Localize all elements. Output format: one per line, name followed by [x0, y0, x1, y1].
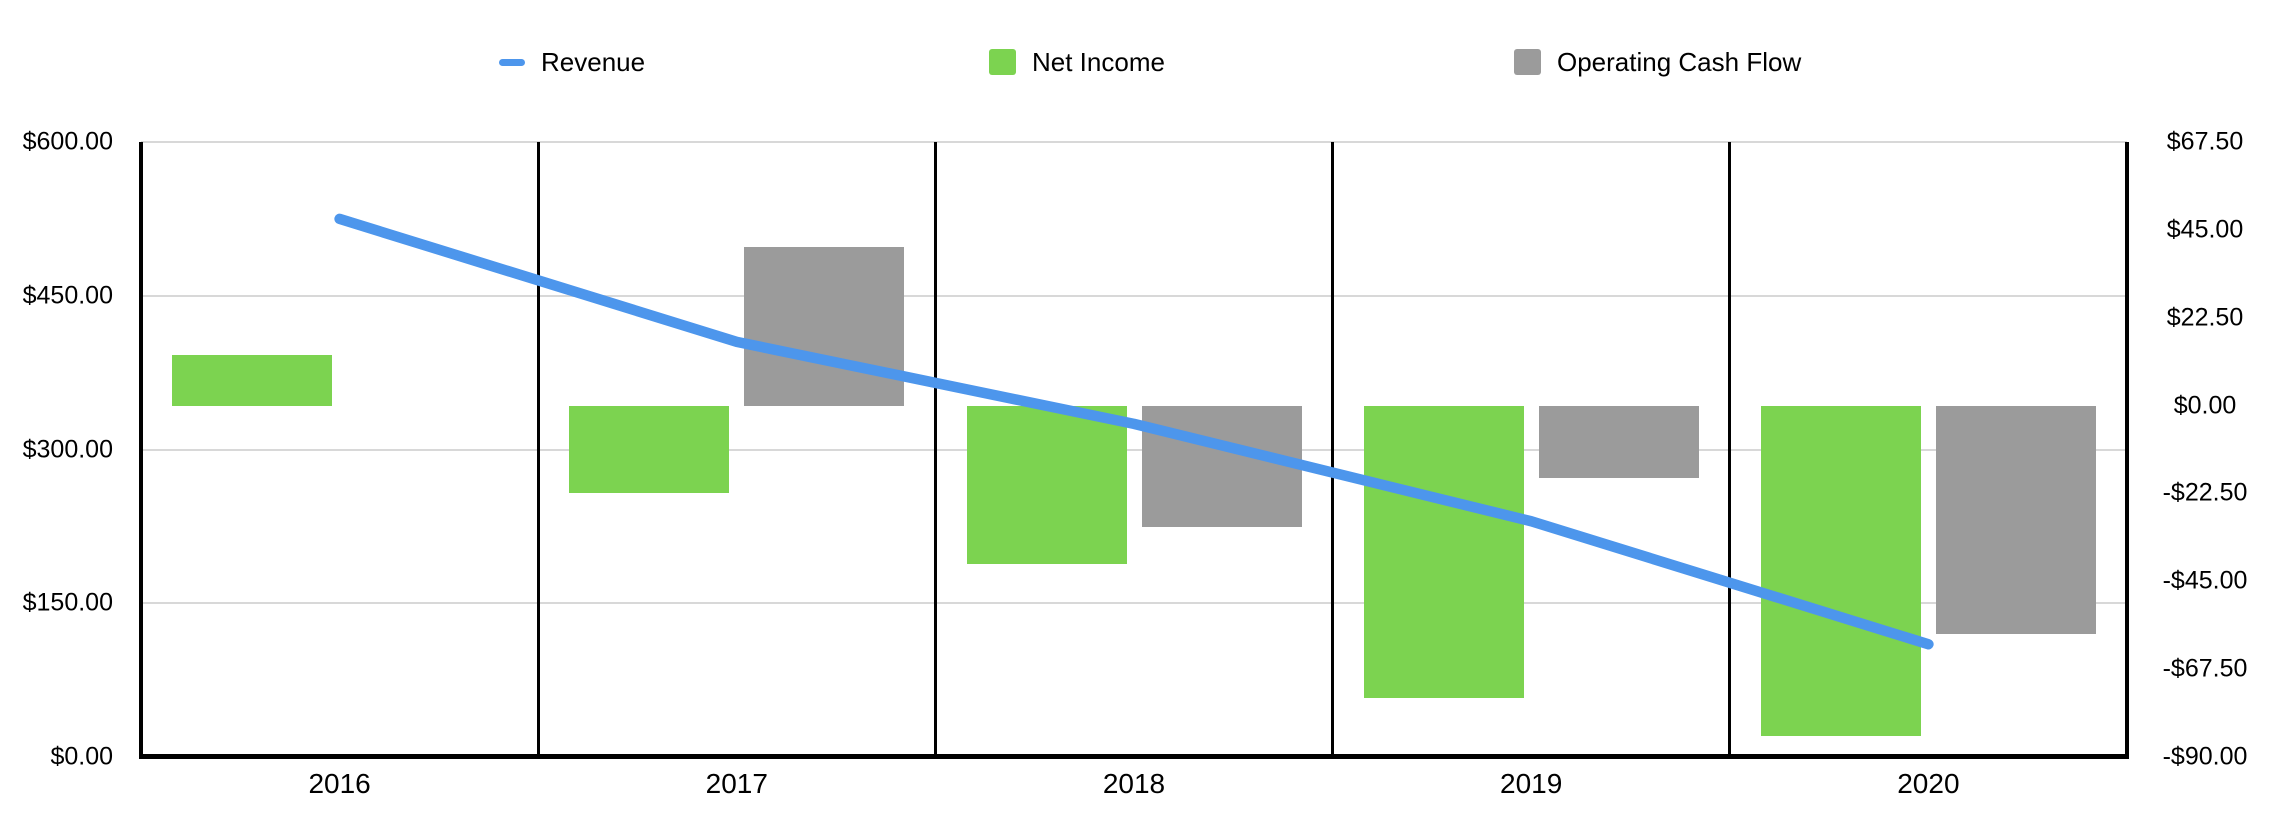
- left-axis-line: [139, 142, 143, 757]
- left-tick-300: $300.00: [22, 435, 113, 463]
- legend-item-operating-cash-flow[interactable]: Operating Cash Flow: [1514, 49, 1801, 75]
- x-label-2020: 2020: [1897, 768, 1960, 799]
- category-divider: [1331, 142, 1335, 757]
- operating-cash-flow-bar-2017[interactable]: [744, 247, 905, 406]
- gridline-150: [141, 602, 2127, 605]
- legend-item-revenue[interactable]: Revenue: [499, 49, 645, 75]
- left-tick-0: $0.00: [50, 742, 113, 771]
- net-income-swatch: [989, 49, 1016, 75]
- x-label-2018: 2018: [1102, 768, 1166, 799]
- category-divider: [1728, 142, 1732, 757]
- left-tick-600: $600.00: [22, 127, 113, 156]
- operating-cash-flow-bar-2020[interactable]: [1935, 405, 2096, 634]
- right-tick--22.5: -$22.50: [2162, 478, 2248, 507]
- operating-cash-flow-bar-2018[interactable]: [1141, 405, 1302, 527]
- operating-cash-flow-swatch: [1514, 49, 1541, 75]
- legend-label-revenue: Revenue: [541, 47, 646, 77]
- right-tick--90: -$90.00: [2162, 742, 2248, 771]
- gridline-300: [141, 448, 2127, 451]
- net-income-bar-2020[interactable]: [1760, 405, 1921, 736]
- revenue-line-swatch: [499, 58, 525, 66]
- net-income-bar-2018[interactable]: [966, 405, 1127, 564]
- left-tick-150: $150.00: [22, 588, 113, 617]
- right-tick--67.5: -$67.50: [2162, 654, 2248, 683]
- right-tick-45: $45.00: [2166, 215, 2244, 244]
- right-tick--45: -$45.00: [2162, 566, 2248, 595]
- x-label-2017: 2017: [705, 768, 768, 799]
- net-income-bar-2019[interactable]: [1363, 405, 1524, 699]
- legend-item-net-income[interactable]: Net Income: [989, 49, 1165, 75]
- x-label-2019: 2019: [1500, 768, 1563, 799]
- operating-cash-flow-bar-2019[interactable]: [1538, 405, 1699, 478]
- revenue-line[interactable]: [334, 213, 1934, 650]
- legend-label-net-income: Net Income: [1032, 47, 1165, 77]
- legend-label-operating-cash-flow: Operating Cash Flow: [1557, 47, 1802, 77]
- right-tick-0: $0.00: [2173, 391, 2237, 420]
- category-divider: [933, 142, 937, 757]
- net-income-bar-2017[interactable]: [569, 405, 730, 494]
- right-tick-67.5: $67.50: [2166, 127, 2244, 156]
- left-tick-450: $450.00: [22, 281, 113, 310]
- gridline-450: [141, 294, 2127, 297]
- right-tick-22.5: $22.50: [2166, 303, 2244, 332]
- gridline-600: [141, 141, 2127, 143]
- bottom-axis-line: [139, 754, 2129, 759]
- category-divider: [536, 142, 540, 757]
- right-axis-line: [2125, 142, 2129, 757]
- x-label-2016: 2016: [308, 768, 371, 799]
- net-income-bar-2016[interactable]: [172, 354, 333, 406]
